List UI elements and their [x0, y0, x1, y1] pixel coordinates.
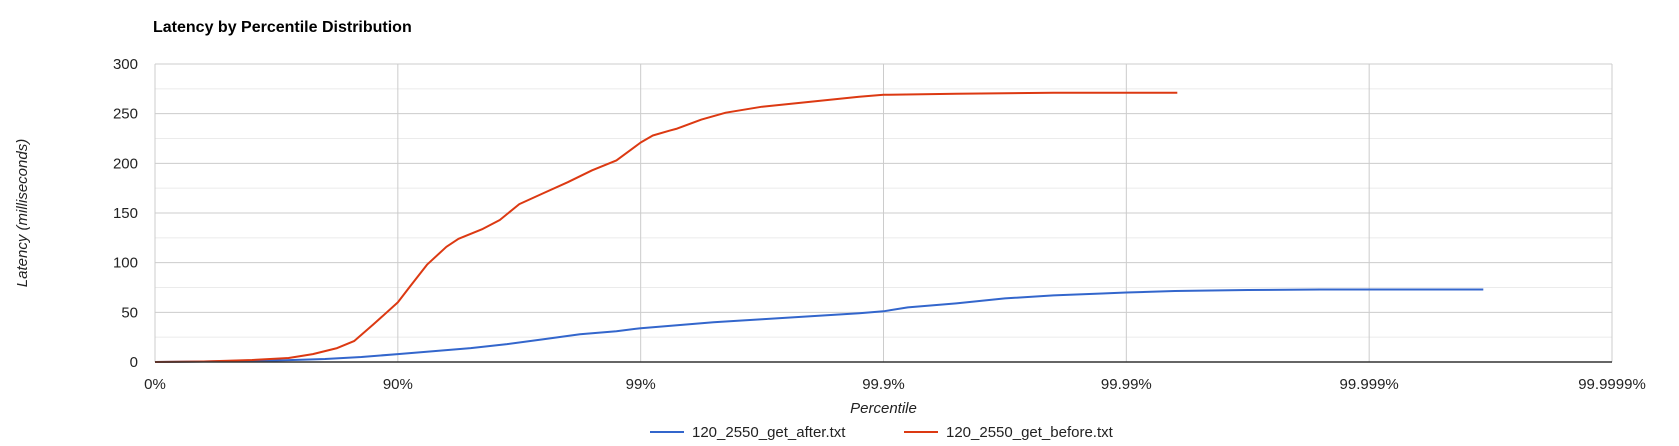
- y-tick-labels: 0 50 100 150 200 250 300: [113, 56, 138, 371]
- y-tick-label: 50: [121, 304, 138, 321]
- y-tick-label: 0: [130, 354, 138, 371]
- series-line-120-2550-get-after-txt: [154, 288, 1484, 363]
- y-tick-label: 150: [113, 205, 138, 222]
- legend: 120_2550_get_after.txt 120_2550_get_befor…: [650, 424, 1114, 441]
- gridlines: [154, 63, 1613, 363]
- x-tick-label: 99%: [626, 376, 656, 393]
- x-tick-labels: 0% 90% 99% 99.9% 99.99% 99.999% 99.9999%: [144, 376, 1646, 393]
- x-tick-label: 99.9999%: [1578, 376, 1646, 393]
- legend-label: 120_2550_get_before.txt: [946, 424, 1114, 441]
- y-tick-label: 300: [113, 56, 138, 73]
- series-line-120-2550-get-before-txt: [154, 91, 1178, 363]
- y-tick-label: 250: [113, 106, 138, 123]
- y-tick-label: 200: [113, 155, 138, 172]
- x-tick-label: 99.99%: [1101, 376, 1152, 393]
- x-tick-label: 99.9%: [862, 376, 905, 393]
- y-tick-label: 100: [113, 255, 138, 272]
- x-axis-title: Percentile: [850, 400, 917, 417]
- x-tick-label: 90%: [383, 376, 413, 393]
- series-lines: [154, 91, 1484, 363]
- x-tick-label: 99.999%: [1340, 376, 1399, 393]
- legend-label: 120_2550_get_after.txt: [692, 424, 846, 441]
- x-tick-label: 0%: [144, 376, 166, 393]
- chart-title: Latency by Percentile Distribution: [153, 19, 412, 36]
- y-axis-title: Latency (milliseconds): [14, 139, 31, 287]
